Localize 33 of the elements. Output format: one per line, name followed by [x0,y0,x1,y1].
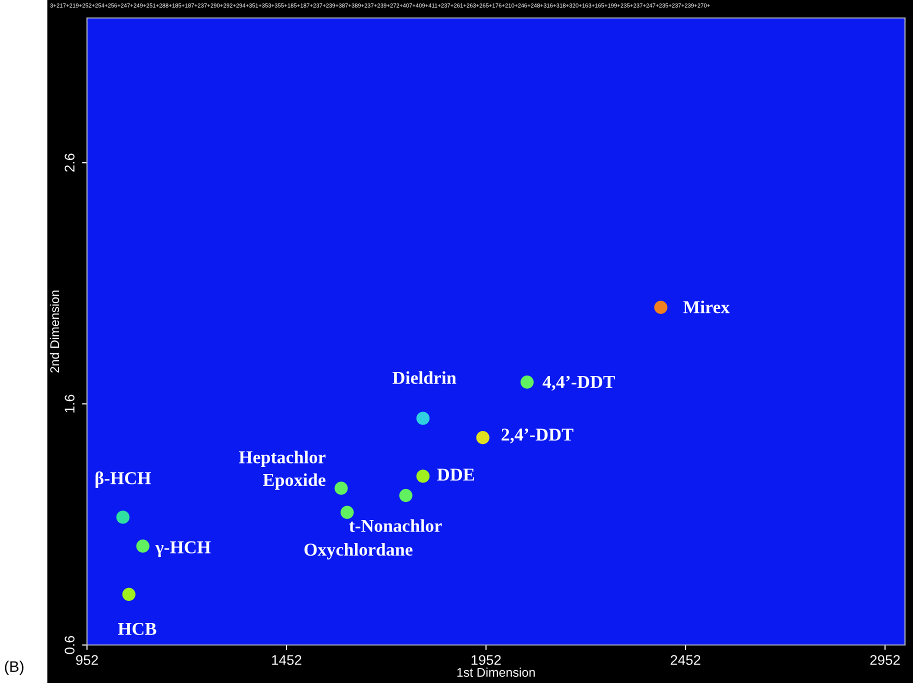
point [520,376,534,389]
point [136,540,150,553]
x-tick-label: 2452 [670,655,700,665]
y-axis-title: 2nd Dimension [50,290,60,373]
point [476,431,490,444]
point [416,470,430,483]
point [416,412,430,425]
y-tick-label: 0.6 [64,636,75,654]
annotation: Mirex [683,300,730,314]
y-tick-label: 1.6 [64,394,75,412]
annotation: β-HCH [96,471,151,488]
x-tick-label: 2952 [870,655,900,665]
y-tick-label: 2.6 [64,154,75,172]
annotation: HCB [118,622,156,635]
annotation: t-Nonachlor [349,519,442,532]
point [340,506,354,519]
point [334,482,348,495]
x-axis-title: 1st Dimension [457,668,535,677]
point [654,300,668,314]
annotation: 4,4’-DDT [542,376,615,391]
point [122,588,136,601]
x-tick-label: 1452 [272,655,302,665]
point [399,488,412,502]
annotation: Oxychlordane [304,543,412,560]
x-tick-label: 1952 [472,655,501,665]
text: (B) [4,660,24,675]
annotation: 2,4’-DDT [502,428,574,444]
annotation: Dieldrin [392,371,456,384]
x-tick-label: 952 [76,655,98,665]
annotation: DDE [437,468,474,481]
annotation: Heptachlor Epoxide [238,450,326,490]
annotation: γ-HCH [155,541,211,558]
point [116,510,130,524]
